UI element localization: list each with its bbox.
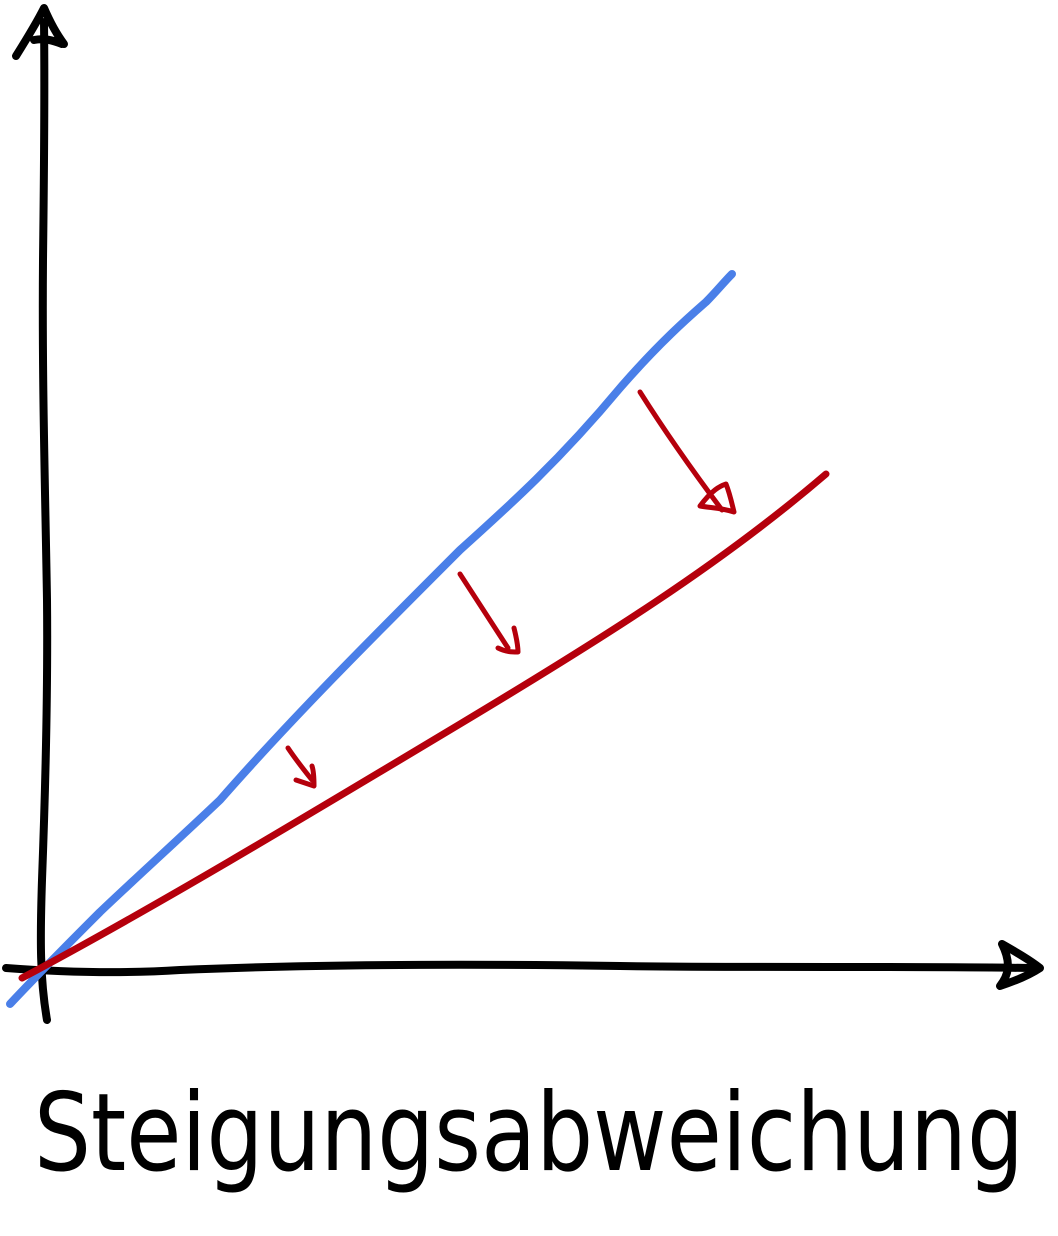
arrow-down-right-icon (457, 571, 521, 655)
y-axis (36, 18, 52, 1024)
deviating-line (18, 470, 830, 982)
reference-line (6, 270, 736, 1008)
arrow-up-icon (12, 4, 68, 60)
arrow-down-right-icon (285, 745, 317, 789)
arrow-down-right-icon (637, 389, 737, 515)
shift-arrows (285, 389, 737, 789)
arrow-right-icon (996, 940, 1044, 990)
diagram-caption: Steigungsabweichung (34, 1071, 1024, 1196)
x-axis (2, 960, 1034, 977)
